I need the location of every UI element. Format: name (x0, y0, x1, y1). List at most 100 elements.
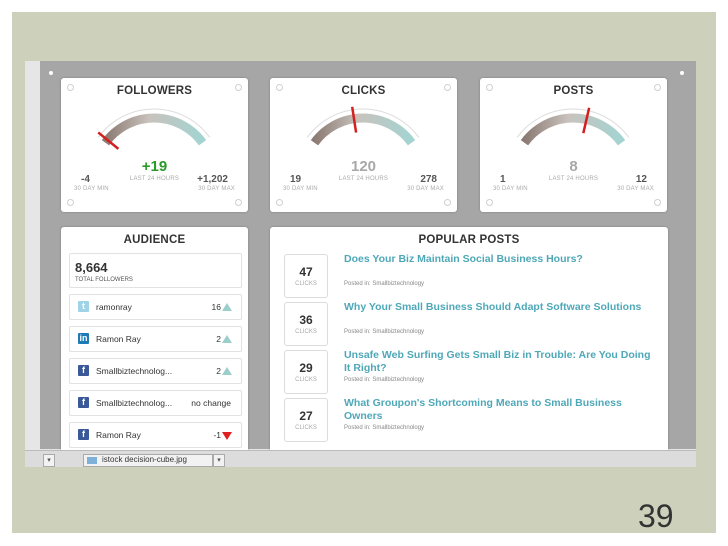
post-category: Posted in: Smallbiztechnology (344, 425, 425, 431)
gauge-min-value: 1 (500, 174, 506, 185)
audience-account-name: Ramon Ray (96, 334, 141, 344)
gauge-title: FOLLOWERS (116, 85, 193, 97)
image-file-icon (87, 457, 97, 464)
facebook-icon: f (78, 365, 89, 376)
panel-rivet (444, 84, 451, 91)
audience-change-count: -1 (213, 430, 221, 440)
corner-dot (680, 71, 684, 75)
post-clicks-label: CLICKS (295, 377, 317, 383)
dashboard-screenshot: FOLLOWERS +19 -4 +1,202 LAST 24 HOURS 30… (25, 61, 696, 463)
gauge-max-label: 30 DAY MAX (407, 186, 444, 192)
taskbar: ▾ istock decision-cube.jpg ▾ (25, 450, 696, 467)
audience-change-count: 2 (216, 334, 221, 344)
popular-post-item: 29 CLICKS Unsafe Web Surfing Gets Small … (282, 349, 652, 394)
clicks-gauge-panel: CLICKS 120 19 278 LAST 24 HOURS 30 DAY M… (270, 78, 457, 212)
total-followers-label: TOTAL FOLLOWERS (75, 277, 133, 283)
gauge-needle (582, 107, 591, 134)
slide-number: 39 (638, 498, 674, 534)
panel-rivet (444, 199, 451, 206)
audience-row[interactable]: in Ramon Ray 2 (69, 326, 242, 352)
twitter-icon: t (78, 301, 89, 312)
audience-change-count: 16 (211, 302, 221, 312)
panel-rivet (486, 199, 493, 206)
dashboard-canvas: FOLLOWERS +19 -4 +1,202 LAST 24 HOURS 30… (40, 61, 696, 457)
popular-post-item: 36 CLICKS Why Your Small Business Should… (282, 301, 652, 346)
gauge-band (101, 113, 207, 146)
post-clicks-count: 47 (299, 265, 313, 279)
audience-change-count: 2 (216, 366, 221, 376)
trend-up-icon (222, 335, 232, 343)
gauge-min-value: -4 (81, 174, 90, 185)
clicks-box: 27 CLICKS (284, 398, 328, 442)
clicks-box: 29 CLICKS (284, 350, 328, 394)
post-category: Posted in: Smallbiztechnology (344, 281, 425, 287)
audience-account-name: Ramon Ray (96, 430, 141, 440)
post-clicks-label: CLICKS (295, 425, 317, 431)
post-title-link[interactable]: Does Your Biz Maintain Social Business H… (344, 253, 583, 265)
gauge-max-value: +1,202 (197, 174, 228, 185)
gauge-max-value: 278 (420, 174, 437, 185)
panel-rivet (654, 199, 661, 206)
gauge-band (310, 113, 416, 146)
gauge-value: 8 (569, 158, 578, 175)
audience-title: AUDIENCE (123, 234, 186, 246)
gauge-outline (306, 108, 420, 138)
taskbar-file-tab[interactable]: istock decision-cube.jpg (83, 454, 213, 467)
post-title-link[interactable]: What Groupon's Shortcoming Means to Smal… (344, 397, 622, 422)
gauge-min-label: 30 DAY MIN (74, 186, 109, 192)
taskbar-arrow-button[interactable]: ▾ (43, 454, 55, 467)
taskbar-dropdown-button[interactable]: ▾ (213, 454, 225, 467)
audience-row[interactable]: f Smallbiztechnolog... 2 (69, 358, 242, 384)
total-followers-value: 8,664 (75, 260, 108, 275)
gauge-max-label: 30 DAY MAX (617, 186, 654, 192)
popular-posts-panel: POPULAR POSTS 47 CLICKS Does Your Biz Ma… (270, 227, 668, 457)
followers-gauge-panel: FOLLOWERS +19 -4 +1,202 LAST 24 HOURS 30… (61, 78, 248, 212)
post-clicks-count: 36 (299, 313, 313, 327)
gauge-outline (97, 108, 211, 138)
trend-down-icon (222, 432, 232, 440)
clicks-box: 36 CLICKS (284, 302, 328, 346)
panel-rivet (67, 199, 74, 206)
popular-post-item: 27 CLICKS What Groupon's Shortcoming Mea… (282, 397, 652, 442)
gauge-title: CLICKS (341, 85, 386, 97)
panel-rivet (276, 84, 283, 91)
post-clicks-count: 29 (299, 361, 313, 375)
popular-post-item: 47 CLICKS Does Your Biz Maintain Social … (282, 253, 652, 298)
gauge-dial (97, 108, 211, 150)
gauge-mid-label: LAST 24 HOURS (338, 176, 389, 182)
gauge-dial (306, 106, 420, 146)
audience-row[interactable]: t ramonray 16 (69, 294, 242, 320)
audience-account-name: ramonray (96, 302, 132, 312)
facebook-icon: f (78, 397, 89, 408)
post-title-link[interactable]: Why Your Small Business Should Adapt Sof… (344, 301, 642, 313)
total-followers-box: 8,664 TOTAL FOLLOWERS (69, 253, 242, 288)
taskbar-file-name: istock decision-cube.jpg (102, 455, 187, 464)
gauge-dial (516, 107, 630, 146)
panel-rivet (276, 199, 283, 206)
linkedin-icon: in (78, 333, 89, 344)
gauge-value: 120 (350, 158, 377, 175)
facebook-icon: f (78, 429, 89, 440)
audience-change-count: no change (191, 398, 231, 408)
panel-rivet (235, 84, 242, 91)
gauge-min-value: 19 (290, 174, 302, 185)
gauge-max-value: 12 (635, 174, 647, 185)
post-category: Posted in: Smallbiztechnology (344, 377, 425, 383)
post-clicks-count: 27 (299, 409, 313, 423)
panel-rivet (654, 84, 661, 91)
trend-up-icon (222, 367, 232, 375)
audience-row[interactable]: f Ramon Ray -1 (69, 422, 242, 448)
gauge-mid-label: LAST 24 HOURS (548, 176, 599, 182)
gauge-band (520, 113, 626, 146)
post-clicks-label: CLICKS (295, 329, 317, 335)
gauge-outline (516, 108, 630, 138)
gauge-min-label: 30 DAY MIN (283, 186, 318, 192)
posts-gauge-panel: POSTS 8 1 12 LAST 24 HOURS 30 DAY MIN 30… (480, 78, 667, 212)
post-title-link[interactable]: Unsafe Web Surfing Gets Small Biz in Tro… (344, 349, 651, 374)
audience-row[interactable]: f Smallbiztechnolog... no change (69, 390, 242, 416)
audience-panel: AUDIENCE 8,664 TOTAL FOLLOWERS t ramonra… (61, 227, 248, 457)
gauge-max-label: 30 DAY MAX (198, 186, 235, 192)
panel-rivet (235, 199, 242, 206)
trend-up-icon (222, 303, 232, 311)
gauge-value: +19 (141, 158, 168, 175)
